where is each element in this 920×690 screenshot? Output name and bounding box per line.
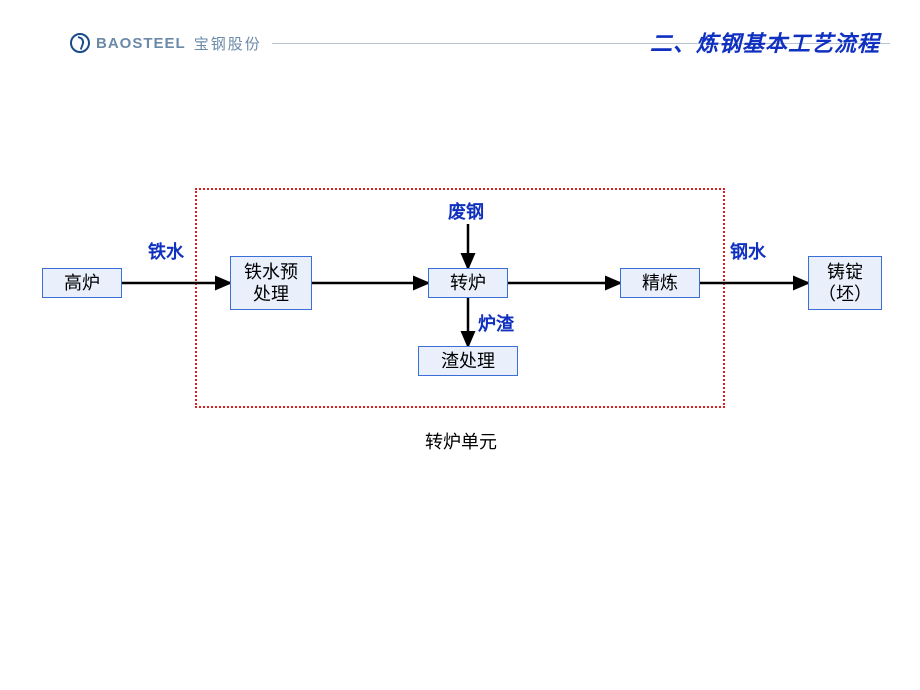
node-tieshui: 铁水预处理 — [230, 256, 312, 310]
edge-label: 钢水 — [730, 238, 766, 264]
unit-label: 转炉单元 — [425, 428, 497, 454]
node-zhuanlu: 转炉 — [428, 268, 508, 298]
flowchart-canvas: 转炉单元 高炉 铁水预处理 转炉 精炼 铸锭（坯） 渣处理 铁水 钢水 废钢炉渣 — [0, 0, 920, 690]
edge-label: 炉渣 — [478, 310, 514, 336]
edge-label: 铁水 — [148, 238, 184, 264]
edge-label: 废钢 — [448, 198, 484, 224]
node-zhachuli: 渣处理 — [418, 346, 518, 376]
node-jinglian: 精炼 — [620, 268, 700, 298]
node-gaolu: 高炉 — [42, 268, 122, 298]
node-zhuding: 铸锭（坯） — [808, 256, 882, 310]
